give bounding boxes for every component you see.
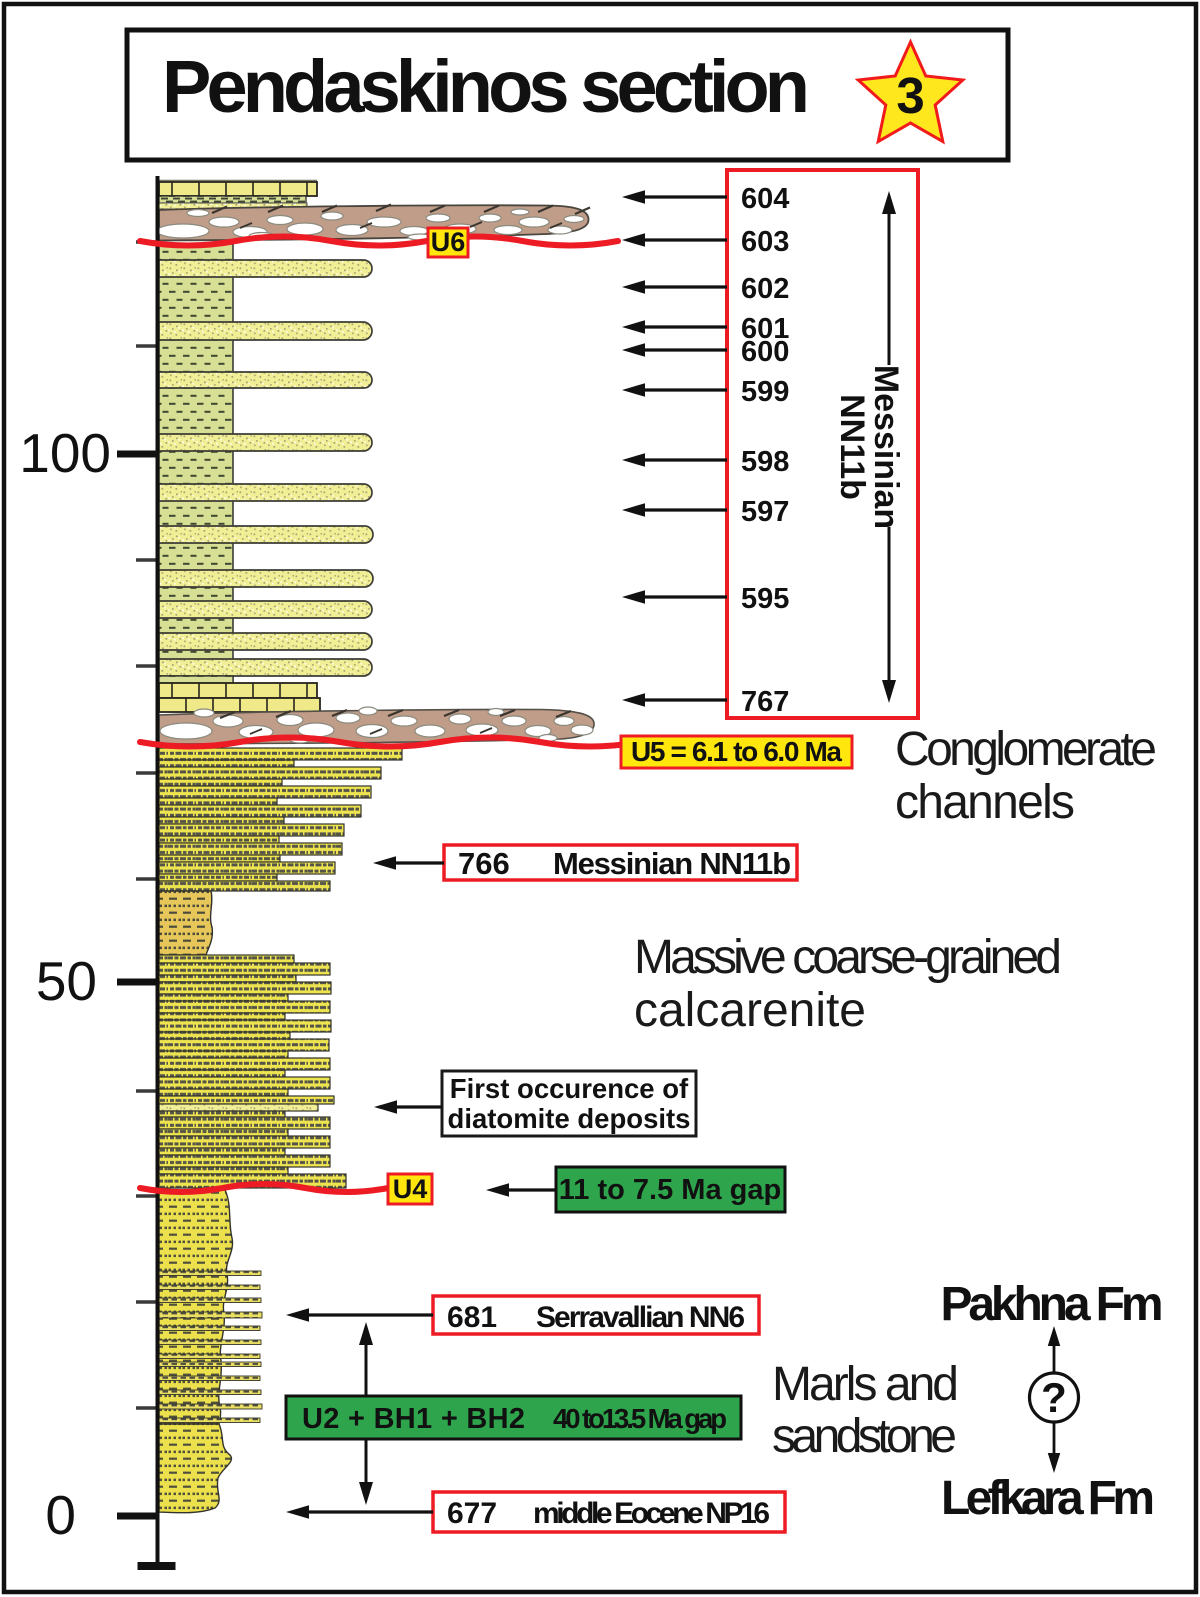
svg-text:601: 601 — [741, 313, 789, 345]
svg-text:sandstone: sandstone — [772, 1410, 957, 1463]
svg-text:11 to 7.5 Ma gap: 11 to 7.5 Ma gap — [559, 1174, 781, 1206]
svg-text:0: 0 — [45, 1484, 76, 1546]
svg-text:602: 602 — [741, 273, 789, 305]
svg-text:50: 50 — [36, 950, 97, 1012]
svg-text:766: 766 — [458, 846, 510, 881]
svg-text:channels: channels — [895, 776, 1075, 829]
svg-text:U4: U4 — [393, 1174, 428, 1204]
svg-text:681: 681 — [447, 1301, 497, 1334]
svg-text:100: 100 — [19, 422, 111, 484]
svg-text:603: 603 — [741, 226, 789, 258]
svg-text:Lefkara Fm: Lefkara Fm — [941, 1472, 1155, 1525]
svg-text:Marls and: Marls and — [772, 1358, 959, 1411]
svg-text:Pakhna Fm: Pakhna Fm — [941, 1278, 1164, 1331]
svg-text:?: ? — [1041, 1374, 1067, 1421]
svg-text:600: 600 — [741, 336, 789, 368]
svg-text:middle Eocene NP16: middle Eocene NP16 — [533, 1497, 770, 1530]
svg-text:Messinian NN11b: Messinian NN11b — [553, 846, 791, 881]
svg-text:Massive coarse-grained: Massive coarse-grained — [634, 931, 1062, 984]
svg-text:Conglomerate: Conglomerate — [895, 723, 1157, 776]
svg-text:Serravallian NN6: Serravallian NN6 — [536, 1301, 745, 1334]
svg-text:First occurence of: First occurence of — [450, 1073, 689, 1104]
svg-text:diatomite deposits: diatomite deposits — [448, 1103, 691, 1134]
svg-text:767: 767 — [741, 686, 789, 718]
svg-text:604: 604 — [741, 183, 789, 215]
svg-text:599: 599 — [741, 376, 789, 408]
svg-text:677: 677 — [447, 1497, 497, 1530]
svg-text:U5 = 6.1 to 6.0 Ma: U5 = 6.1 to 6.0 Ma — [631, 736, 842, 767]
svg-text:597: 597 — [741, 496, 789, 528]
svg-text:Messinian: Messinian — [867, 365, 905, 529]
svg-text:595: 595 — [741, 583, 789, 615]
svg-text:calcarenite: calcarenite — [634, 984, 866, 1037]
svg-text:3: 3 — [896, 67, 924, 124]
svg-text:U6: U6 — [431, 227, 466, 257]
svg-text:598: 598 — [741, 446, 789, 478]
svg-text:40 to13.5 Ma gap: 40 to13.5 Ma gap — [553, 1403, 727, 1434]
svg-text:NN11b: NN11b — [833, 394, 871, 500]
svg-text:Pendaskinos section: Pendaskinos section — [162, 45, 810, 128]
svg-text:U2 + BH1 + BH2: U2 + BH1 + BH2 — [302, 1403, 525, 1435]
